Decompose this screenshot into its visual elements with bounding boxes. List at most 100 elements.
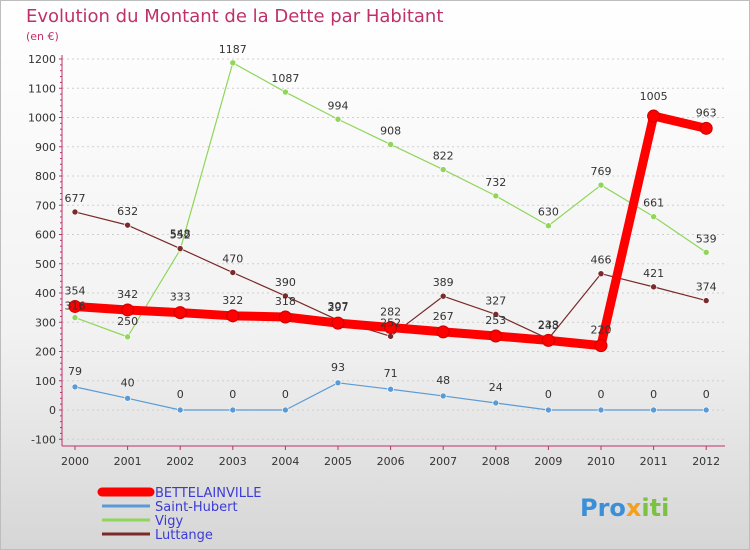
data-label: 253 [485,314,506,327]
y-tick-label: -100 [31,433,56,446]
data-point [282,292,289,300]
data-label: 327 [485,294,506,307]
y-tick-label: 900 [35,141,56,154]
data-label: 0 [650,388,657,401]
x-tick-label: 2011 [640,455,668,468]
data-label: 318 [275,295,296,308]
y-tick-label: 0 [49,404,56,417]
data-label: 0 [703,388,710,401]
data-point [650,283,657,291]
data-label: 243 [538,319,559,332]
data-label: 267 [433,310,454,323]
data-label: 1005 [640,90,668,103]
y-tick-label: 100 [35,375,56,388]
data-point [492,192,500,200]
y-tick-label: 300 [35,316,56,329]
data-point [387,332,394,340]
chart-title: Evolution du Montant de la Dette par Hab… [26,6,443,27]
data-label: 220 [591,324,612,337]
data-label: 822 [433,150,454,163]
data-label: 342 [117,288,138,301]
data-label: 93 [331,361,345,374]
x-tick-label: 2010 [587,455,615,468]
data-point [278,310,292,324]
y-tick-label: 700 [35,199,56,212]
data-label: 354 [65,284,86,297]
y-tick-label: 800 [35,170,56,183]
data-point [594,339,608,353]
data-point [68,299,82,313]
data-label: 250 [117,315,138,328]
x-tick-label: 2007 [429,455,457,468]
data-point [176,245,184,252]
y-tick-label: 600 [35,229,56,242]
data-label: 1187 [219,43,247,56]
data-label: 466 [591,254,612,267]
data-label: 677 [65,192,86,205]
data-label: 333 [170,291,191,304]
data-point [176,406,184,414]
x-tick-label: 2000 [61,455,89,468]
data-point [229,406,237,414]
data-label: 79 [68,365,82,378]
data-label: 539 [696,232,717,245]
axes [59,55,725,450]
data-label: 421 [643,267,664,280]
data-label: 552 [170,229,191,242]
data-point [384,321,398,335]
proxiti-logo: Proxiti [580,494,669,522]
data-point [436,325,450,339]
data-point [71,314,79,321]
x-tick-label: 2002 [166,455,194,468]
data-point [647,109,661,123]
legend-label: BETTELAINVILLE [155,486,261,501]
data-point [439,292,447,300]
data-point [229,269,237,276]
data-point [229,59,237,67]
x-tick-label: 2004 [271,455,299,468]
data-point [492,311,500,318]
logo-text: Proxiti [580,494,669,522]
data-point [439,166,447,173]
data-label: 548 [170,228,191,241]
y-tick-label: 200 [35,346,56,359]
y-tick-label: 1000 [28,112,56,125]
tick-labels: -100010020030040050060070080090010001100… [28,53,720,468]
data-label: 307 [328,300,349,313]
data-point [702,249,710,256]
data-point [597,406,605,414]
y-tick-label: 400 [35,287,56,300]
data-point [387,385,394,393]
data-label: 390 [275,276,296,289]
chart-subtitle: (en €) [26,30,59,43]
data-label: 0 [177,388,184,401]
x-tick-label: 2001 [114,455,142,468]
data-label: 24 [489,381,503,394]
data-label: 316 [65,300,86,313]
data-label: 661 [643,197,664,210]
data-point [702,297,710,304]
series-group [68,59,713,414]
x-tick-label: 2003 [219,455,247,468]
x-tick-label: 2012 [692,455,720,468]
data-label: 630 [538,206,559,219]
data-point [650,213,657,220]
legend-label: Saint-Hubert [155,500,238,515]
data-point [282,88,289,96]
data-point [334,115,342,123]
data-label: 0 [598,388,605,401]
data-label: 238 [538,318,559,331]
y-tick-label: 1200 [28,53,56,66]
data-point [597,181,605,189]
data-label: 48 [436,374,450,387]
data-point [545,222,552,230]
data-label: 374 [696,281,717,294]
data-point [71,208,79,216]
data-label: 908 [380,124,401,137]
x-tick-label: 2006 [377,455,405,468]
data-point [124,221,131,229]
data-point [650,406,657,414]
data-point [124,333,131,341]
data-label: 389 [433,276,454,289]
